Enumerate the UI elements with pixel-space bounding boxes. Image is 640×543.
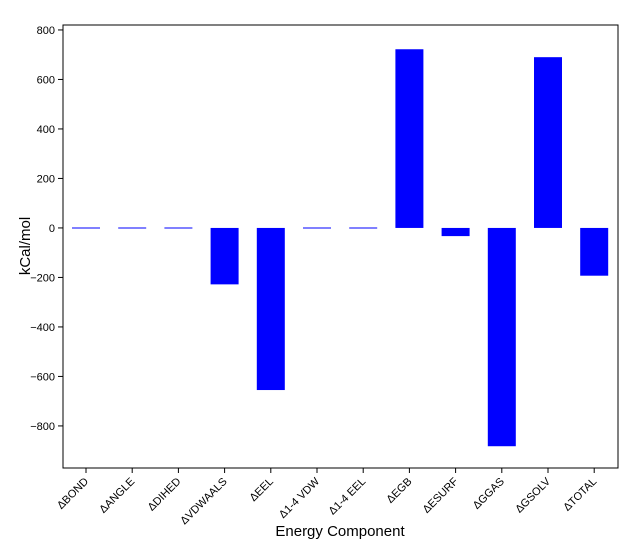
bar bbox=[534, 57, 562, 228]
y-tick-label: 200 bbox=[37, 173, 55, 185]
y-tick-label: −200 bbox=[30, 272, 55, 284]
y-tick-label: −600 bbox=[30, 371, 55, 383]
bar bbox=[210, 227, 239, 285]
bar bbox=[256, 227, 285, 391]
bar bbox=[580, 227, 609, 276]
x-tick-label: ΔEEL bbox=[248, 476, 276, 504]
y-tick-label: 800 bbox=[37, 25, 55, 37]
x-tick-label: ΔGSOLV bbox=[513, 475, 553, 515]
bar bbox=[441, 227, 470, 237]
x-tick-label: Δ1-4 VDW bbox=[277, 475, 323, 521]
bar bbox=[395, 49, 424, 228]
x-tick-label: ΔEGB bbox=[384, 476, 414, 506]
x-tick-label: ΔESURF bbox=[421, 475, 461, 515]
x-tick-label: ΔGGAS bbox=[471, 476, 507, 512]
y-tick-label: −800 bbox=[30, 421, 55, 433]
y-tick-label: 400 bbox=[37, 124, 55, 136]
y-tick-label: −400 bbox=[30, 322, 55, 334]
x-tick-label: ΔDIHED bbox=[146, 476, 184, 514]
y-tick-label: 600 bbox=[37, 74, 55, 86]
x-tick-label: ΔVDWAALS bbox=[178, 476, 229, 527]
bars bbox=[72, 49, 609, 447]
x-tick-label: ΔTOTAL bbox=[561, 476, 599, 514]
bar bbox=[487, 227, 516, 447]
y-axis-title: kCal/mol bbox=[17, 217, 34, 275]
x-tick-label: Δ1-4 EEL bbox=[327, 476, 369, 518]
x-axis-title: Energy Component bbox=[275, 523, 405, 540]
y-tick-label: 0 bbox=[49, 223, 55, 235]
y-axis-ticks: −800 −600 −400 −200 0 200 400 600 800 bbox=[30, 25, 63, 433]
plot-frame bbox=[62, 24, 619, 469]
x-tick-label: ΔBOND bbox=[55, 476, 91, 512]
x-tick-label: ΔANGLE bbox=[97, 476, 137, 516]
